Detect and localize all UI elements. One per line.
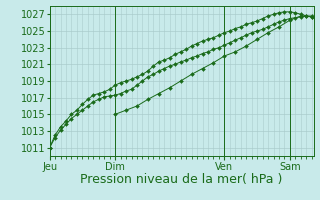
X-axis label: Pression niveau de la mer( hPa ): Pression niveau de la mer( hPa ) <box>80 173 283 186</box>
